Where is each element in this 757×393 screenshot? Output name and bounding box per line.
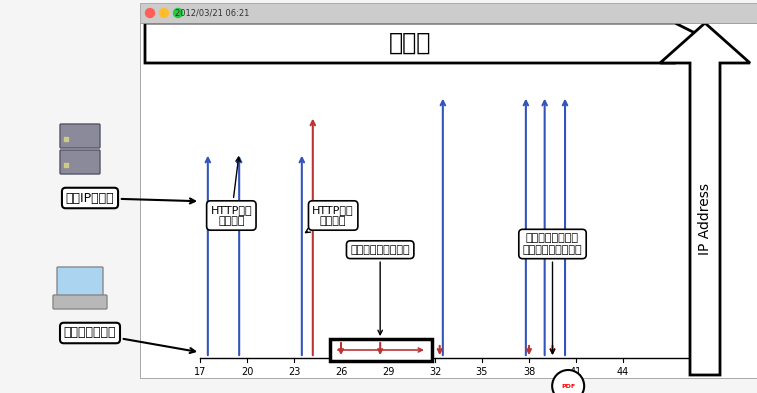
Text: 時間軸: 時間軸	[389, 31, 431, 55]
FancyBboxPatch shape	[53, 295, 107, 309]
Text: HTTP要求
（青色）: HTTP要求 （青色）	[210, 157, 252, 226]
Circle shape	[160, 9, 169, 18]
Text: 23: 23	[288, 367, 301, 377]
Text: 26: 26	[335, 367, 347, 377]
Text: 2012/03/21 06:21: 2012/03/21 06:21	[175, 9, 249, 18]
Circle shape	[145, 9, 154, 18]
Text: アクセスホスト: アクセスホスト	[64, 327, 195, 353]
Text: 41: 41	[570, 367, 582, 377]
Circle shape	[173, 9, 182, 18]
Bar	[140, 23, 757, 378]
FancyBboxPatch shape	[60, 124, 100, 148]
Text: 44: 44	[617, 367, 629, 377]
Text: 20: 20	[241, 367, 253, 377]
FancyBboxPatch shape	[60, 150, 100, 174]
Text: IP Address: IP Address	[698, 183, 712, 255]
Text: 35: 35	[476, 367, 488, 377]
Text: 29: 29	[382, 367, 394, 377]
Text: HTTP応答
（赤色）: HTTP応答 （赤色）	[306, 205, 354, 233]
Bar	[330, 339, 431, 361]
Text: 17: 17	[194, 367, 206, 377]
Text: PDF: PDF	[561, 384, 575, 389]
Text: リダイレクトの発生: リダイレクトの発生	[350, 245, 410, 335]
Text: 宛先IPホスト: 宛先IPホスト	[66, 191, 195, 204]
Text: ダウンロードした
ファイルのアイコン: ダウンロードした ファイルのアイコン	[522, 233, 582, 354]
Polygon shape	[145, 23, 715, 63]
FancyBboxPatch shape	[57, 267, 103, 299]
Polygon shape	[660, 23, 750, 375]
Text: 38: 38	[523, 367, 535, 377]
Bar	[140, 3, 757, 23]
Text: 32: 32	[428, 367, 441, 377]
Circle shape	[552, 370, 584, 393]
